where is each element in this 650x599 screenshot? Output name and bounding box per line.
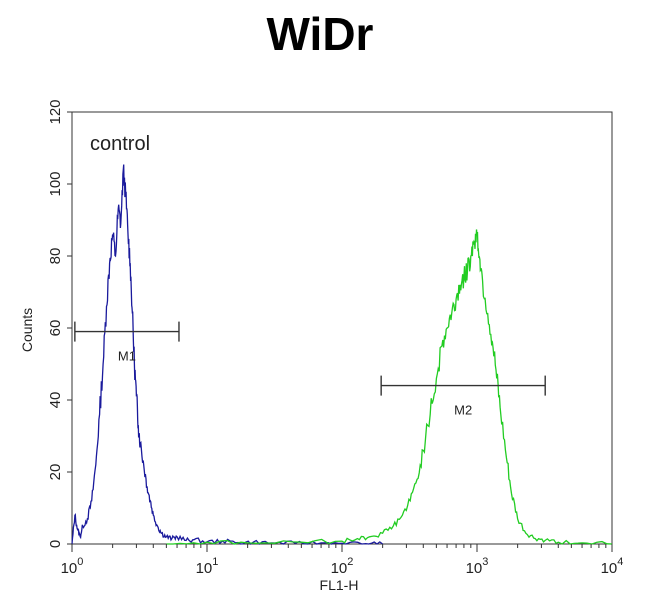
gate-label: M1	[118, 349, 136, 364]
y-tick-label: 100	[47, 171, 64, 196]
control-annotation: control	[90, 133, 150, 155]
y-tick-label: 80	[47, 248, 64, 265]
plot-frame	[71, 111, 613, 545]
x-tick-label: 100	[61, 556, 84, 577]
y-tick-label: 40	[47, 392, 64, 409]
y-tick-label: 20	[47, 464, 64, 481]
x-axis-label: FL1-H	[320, 577, 359, 593]
y-axis-ticks: 0 20 40 60 80 100 120	[47, 99, 72, 548]
x-tick-label: 102	[331, 556, 354, 577]
gate-m2: M2	[380, 375, 546, 418]
x-tick-label: 101	[196, 556, 219, 577]
gate-label: M2	[454, 403, 472, 418]
series-layer	[71, 164, 613, 545]
x-tick-label: 103	[466, 556, 489, 577]
series-line-1	[71, 164, 383, 545]
gates-layer: M1 M2	[74, 321, 546, 418]
gate-m1: M1	[74, 321, 180, 364]
chart-title: WiDr	[267, 8, 374, 60]
y-axis-label: Counts	[19, 308, 35, 352]
x-tick-label: 104	[601, 556, 624, 577]
series-line-2	[166, 229, 613, 545]
y-tick-label: 0	[47, 540, 64, 548]
y-tick-label: 120	[47, 99, 64, 124]
y-tick-label: 60	[47, 320, 64, 337]
x-axis-ticks: 100 101 102 103 104	[61, 544, 624, 577]
